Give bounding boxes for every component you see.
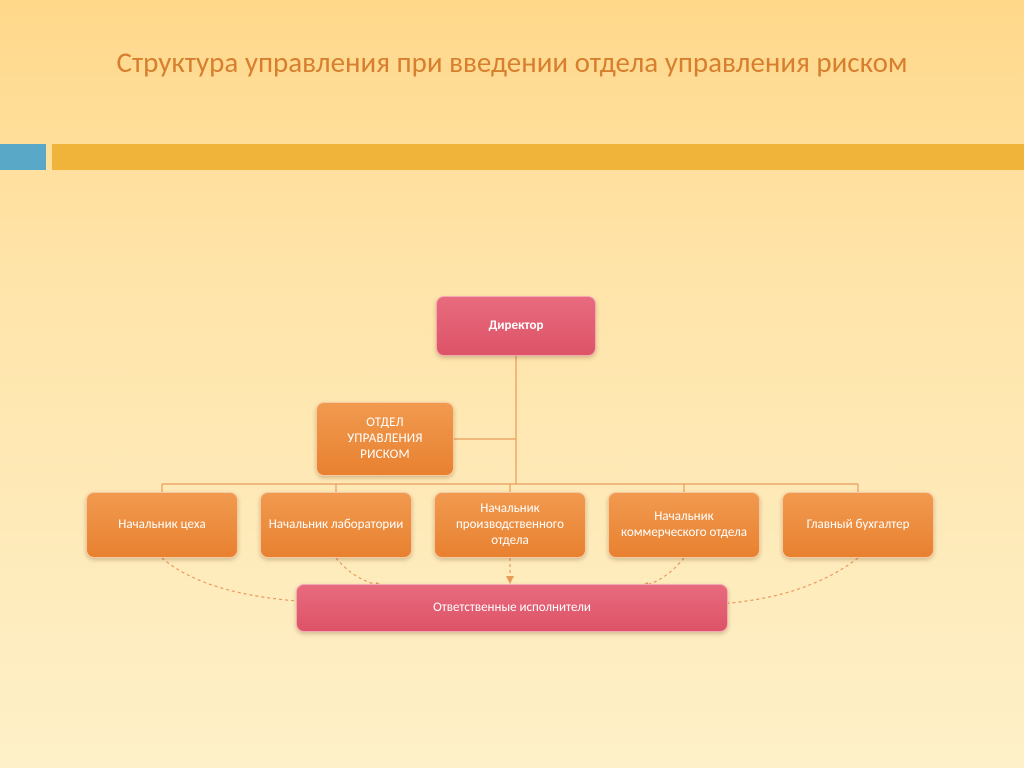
- node-responsible: Ответственные исполнители: [296, 584, 728, 632]
- node-level1: Начальник коммерческого отдела: [608, 492, 760, 558]
- slide-title: Структура управления при введении отдела…: [0, 44, 1024, 82]
- line: РИСКОМ: [360, 447, 410, 462]
- node-label: Начальник производственного отдела: [441, 501, 579, 550]
- line: УПРАВЛЕНИЯ: [347, 431, 422, 446]
- node-level1: Начальник лаборатории: [260, 492, 412, 558]
- node-level1: Главный бухгалтер: [782, 492, 934, 558]
- node-label: Директор: [489, 318, 544, 334]
- slide: Структура управления при введении отдела…: [0, 0, 1024, 768]
- node-label: Ответственные исполнители: [433, 600, 591, 616]
- line: ОТДЕЛ: [366, 415, 403, 430]
- node-level1: Начальник производственного отдела: [434, 492, 586, 558]
- node-label: Начальник цеха: [118, 517, 206, 533]
- node-label: Главный бухгалтер: [807, 517, 910, 533]
- node-label: Начальник лаборатории: [269, 517, 404, 533]
- node-director: Директор: [436, 296, 596, 356]
- org-chart: Директор ОТДЕЛ УПРАВЛЕНИЯ РИСКОМ Начальн…: [86, 296, 938, 656]
- node-level1: Начальник цеха: [86, 492, 238, 558]
- decor-blue: [0, 144, 46, 170]
- node-label: Начальник коммерческого отдела: [615, 509, 753, 542]
- node-risk-dept: ОТДЕЛ УПРАВЛЕНИЯ РИСКОМ: [316, 402, 454, 476]
- decor-bar: [0, 144, 1024, 170]
- node-label: ОТДЕЛ УПРАВЛЕНИЯ РИСКОМ: [347, 415, 422, 464]
- decor-gold: [52, 144, 1024, 170]
